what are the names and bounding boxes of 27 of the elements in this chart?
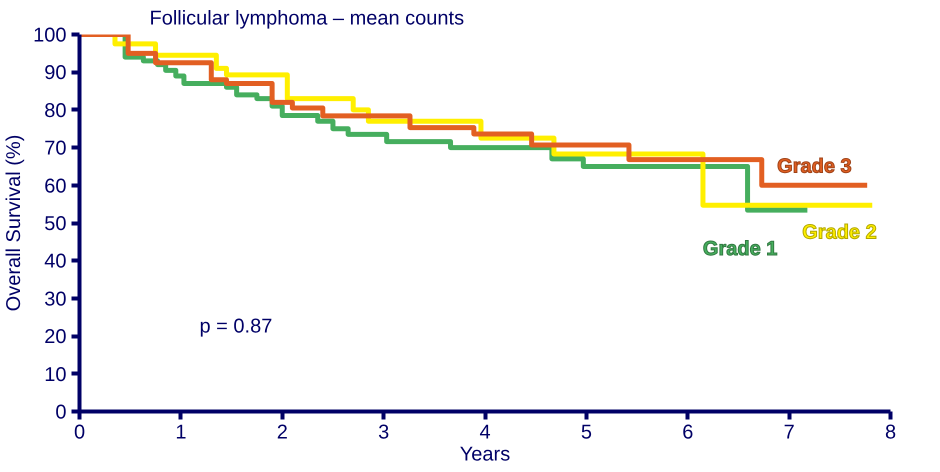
x-tick-label: 3 <box>378 422 390 444</box>
y-tick-label: 100 <box>33 24 67 46</box>
y-tick-label: 80 <box>44 100 67 122</box>
annotation: p = 0.87 <box>200 316 272 338</box>
x-axis-title: Years <box>460 444 510 466</box>
series-label: Grade 2 <box>802 221 877 244</box>
y-axis-title: Overall Survival (%) <box>3 134 26 312</box>
x-tick-label: 2 <box>276 422 288 444</box>
y-tick-label: 50 <box>44 213 67 235</box>
x-tick-label: 8 <box>884 422 896 444</box>
y-tick-label: 30 <box>44 288 67 310</box>
series-label: Grade 3 <box>777 155 852 178</box>
y-tick-label: 40 <box>44 250 67 273</box>
y-tick-label: 0 <box>55 402 66 424</box>
y-tick-label: 60 <box>44 175 67 198</box>
y-tick-label: 70 <box>44 138 67 160</box>
x-tick-label: 4 <box>479 422 491 444</box>
y-tick-label: 10 <box>44 364 67 386</box>
x-tick-label: 5 <box>580 422 592 444</box>
x-tick-label: 6 <box>682 422 694 444</box>
series-label: Grade 1 <box>702 238 778 260</box>
y-tick-label: 20 <box>44 326 67 348</box>
x-tick-label: 7 <box>784 422 795 444</box>
chart-title: Follicular lymphoma – mean counts <box>150 8 464 30</box>
x-tick-label: 1 <box>175 422 186 444</box>
x-tick-label: 0 <box>74 422 86 444</box>
y-tick-label: 90 <box>44 62 67 84</box>
